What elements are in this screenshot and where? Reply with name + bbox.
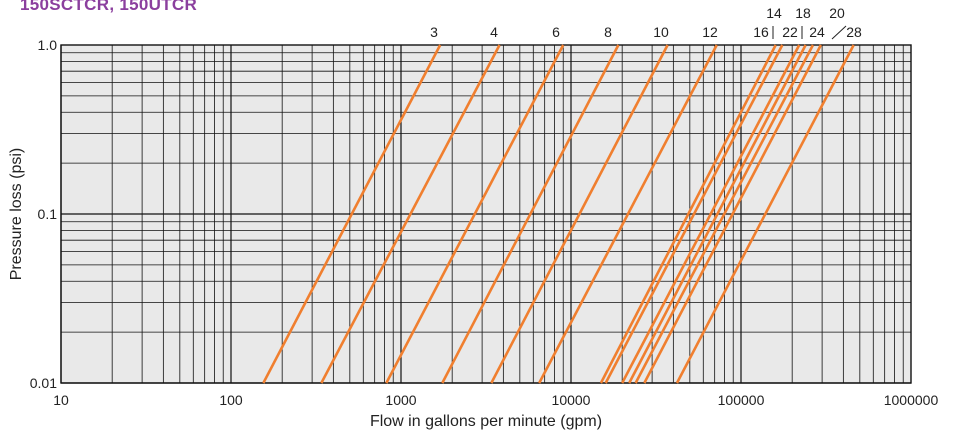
x-tick-label: 1000000 bbox=[884, 392, 939, 408]
series-line-12 bbox=[538, 44, 718, 384]
size-label-3: 3 bbox=[430, 24, 438, 40]
size-label-4: 4 bbox=[490, 24, 498, 40]
size-label-6: 6 bbox=[552, 24, 560, 40]
chart-heading: 150SCTCR, 150UTCR bbox=[20, 0, 198, 14]
label-leader-mark bbox=[831, 25, 847, 40]
size-label-8: 8 bbox=[604, 24, 612, 40]
size-label-10: 10 bbox=[653, 24, 669, 40]
series-line-20 bbox=[643, 44, 823, 384]
series-line-24 bbox=[634, 44, 815, 384]
x-tick-label: 1000 bbox=[385, 392, 416, 408]
series-line-28 bbox=[675, 44, 855, 384]
series-line-22 bbox=[621, 44, 801, 384]
series-line-3 bbox=[262, 44, 442, 384]
size-label-18: 18 bbox=[795, 5, 811, 21]
x-tick-label: 10000 bbox=[552, 392, 591, 408]
size-label-28: 28 bbox=[846, 24, 862, 40]
size-label-12: 12 bbox=[702, 24, 718, 40]
series-line-6 bbox=[385, 44, 565, 384]
x-axis-title: Flow in gallons per minute (gpm) bbox=[370, 413, 602, 430]
size-label-20: 20 bbox=[829, 5, 845, 21]
series-line-8 bbox=[441, 44, 620, 384]
x-tick-label: 10 bbox=[53, 392, 69, 408]
size-label-14: 14 bbox=[766, 5, 782, 21]
size-label-24: 24 bbox=[809, 24, 825, 40]
series-line-14 bbox=[599, 44, 777, 384]
y-tick-label: 0.01 bbox=[30, 375, 57, 391]
y-tick-label: 1.0 bbox=[38, 37, 58, 53]
x-tick-label: 100000 bbox=[718, 392, 765, 408]
x-tick-label: 100 bbox=[219, 392, 243, 408]
y-tick-label: 0.1 bbox=[38, 206, 58, 222]
series-line-18 bbox=[628, 44, 807, 384]
size-label-16: 16 bbox=[753, 24, 769, 40]
series-line-16 bbox=[604, 44, 784, 384]
series-line-4 bbox=[320, 44, 501, 384]
plot-frame bbox=[60, 44, 912, 384]
y-axis-title: Pressure loss (psi) bbox=[8, 148, 25, 280]
series-line-10 bbox=[490, 44, 669, 384]
size-label-22: 22 bbox=[782, 24, 798, 40]
